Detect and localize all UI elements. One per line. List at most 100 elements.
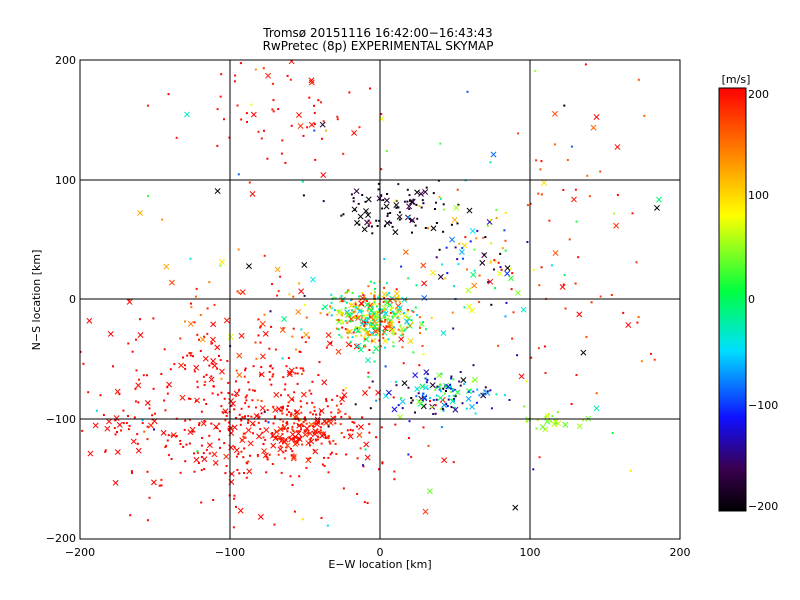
data-point [411, 321, 414, 324]
data-point [319, 410, 322, 412]
data-point-cross [272, 407, 279, 413]
data-point [341, 300, 344, 303]
data-point [380, 426, 383, 429]
colorbar-tick-label: 0 [748, 293, 755, 306]
data-point-cross [365, 357, 371, 364]
data-point [534, 69, 537, 72]
data-point [450, 375, 453, 378]
data-point-cross [259, 405, 266, 412]
data-point [375, 219, 378, 222]
data-point [131, 350, 134, 353]
data-point [554, 419, 557, 422]
data-point [206, 332, 209, 335]
data-point [504, 211, 507, 214]
data-point [370, 313, 373, 316]
data-point [438, 196, 441, 198]
data-point [196, 380, 199, 383]
data-point [257, 318, 260, 321]
data-point [451, 311, 454, 314]
data-point-cross [625, 322, 632, 328]
data-point [242, 456, 245, 459]
data-point-cross [212, 459, 219, 466]
data-point [425, 377, 428, 380]
data-point [227, 421, 230, 424]
data-point [446, 272, 449, 275]
data-point [312, 413, 314, 416]
data-point [247, 419, 250, 422]
data-point [295, 348, 297, 351]
data-point-cross [246, 263, 252, 270]
data-point [113, 427, 116, 429]
data-point [131, 471, 133, 474]
data-point [268, 370, 271, 373]
data-point-cross [210, 358, 217, 364]
data-point [167, 93, 170, 96]
data-point [226, 360, 229, 362]
data-point [495, 217, 498, 219]
data-point [301, 423, 304, 426]
data-point [182, 356, 184, 359]
data-point [352, 331, 355, 334]
data-point [122, 409, 125, 412]
data-point [231, 393, 234, 396]
data-point [392, 333, 395, 336]
data-point [472, 390, 475, 393]
data-point [244, 432, 247, 435]
data-point [493, 259, 496, 262]
data-point [298, 430, 301, 433]
data-point [459, 371, 462, 373]
data-point [441, 263, 444, 266]
data-point-cross [305, 440, 312, 447]
data-point-cross [193, 364, 200, 371]
data-point [318, 361, 321, 364]
data-point-cross [249, 190, 256, 197]
data-point [141, 422, 144, 424]
data-point [411, 399, 414, 402]
data-point [512, 311, 515, 314]
data-point [463, 306, 466, 309]
data-point [204, 380, 207, 383]
data-point-cross [260, 353, 266, 360]
data-point [243, 375, 246, 378]
data-point [211, 392, 214, 395]
colorbar-tick-label: 200 [748, 88, 769, 101]
data-point [380, 345, 382, 348]
data-point-cross [135, 382, 142, 389]
data-point-cross [104, 425, 111, 432]
data-point [283, 457, 286, 460]
data-point [400, 329, 403, 332]
data-point-cross [422, 384, 429, 391]
data-point [289, 475, 292, 478]
data-point-cross [356, 432, 363, 438]
data-point [363, 336, 366, 339]
data-point [505, 301, 508, 304]
data-point [392, 396, 395, 399]
data-point [354, 303, 357, 306]
data-point [475, 401, 478, 404]
data-point [383, 296, 386, 299]
data-point-cross [114, 449, 121, 456]
data-point [380, 168, 383, 171]
data-point [453, 285, 456, 288]
data-point [441, 407, 444, 410]
data-point [296, 430, 299, 433]
data-point [266, 157, 269, 160]
data-point [265, 471, 268, 474]
data-point [190, 352, 193, 354]
data-point [287, 357, 290, 359]
data-point-cross [430, 225, 437, 232]
data-point [456, 222, 459, 225]
data-point [302, 134, 305, 137]
data-point [504, 394, 506, 397]
data-point [256, 455, 259, 458]
data-point-cross [420, 403, 427, 410]
data-point [414, 411, 416, 414]
data-point [425, 328, 427, 331]
data-point [356, 425, 359, 428]
data-point [456, 188, 459, 191]
data-point [377, 188, 380, 191]
data-point [374, 327, 377, 330]
data-point [457, 203, 460, 206]
data-point [341, 314, 343, 317]
data-point-cross [258, 371, 265, 378]
